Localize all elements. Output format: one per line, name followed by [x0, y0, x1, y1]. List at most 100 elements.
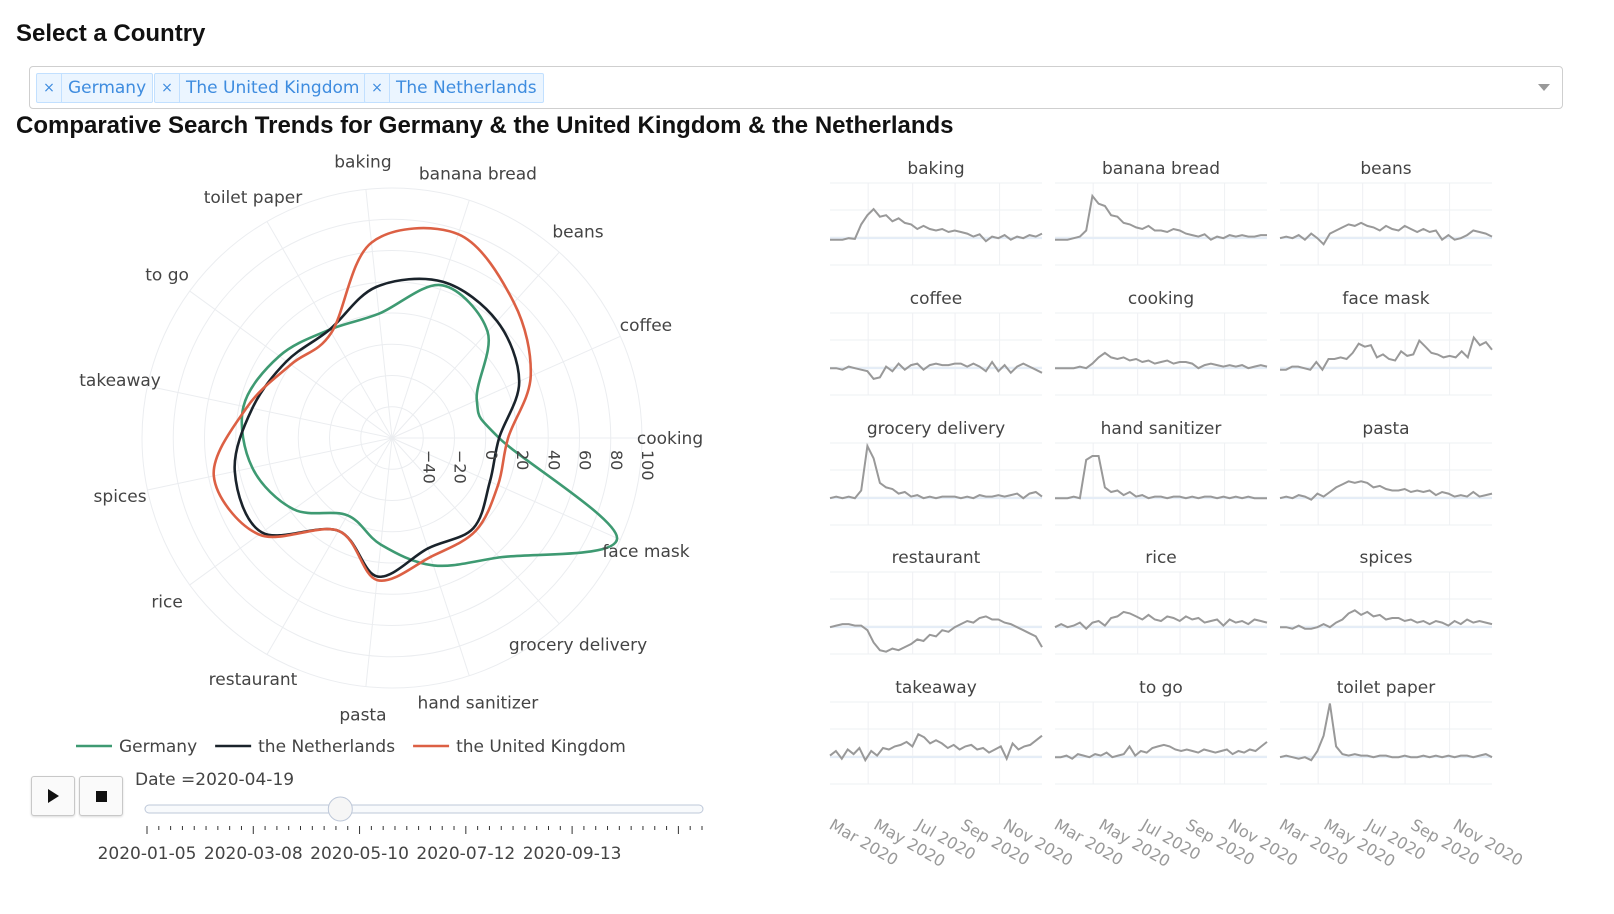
sparkline-panel-face-mask: face mask [1280, 289, 1493, 396]
sparkline-panel-cooking: cooking [1055, 289, 1268, 396]
radar-spoke [266, 437, 393, 655]
sparkline-panel-toilet-paper: toilet paper [1279, 678, 1493, 785]
radar-spoke [365, 437, 393, 687]
sparkline-panel-baking: baking [830, 159, 1043, 266]
radar-series-the-netherlands [233, 277, 521, 578]
sparkline-title: restaurant [892, 548, 981, 568]
sparkline-line [829, 732, 1043, 763]
slider-tick-label: 2020-05-10 [310, 844, 409, 864]
sparkline-title: rice [1145, 548, 1177, 568]
radial-tick-label: 60 [576, 450, 595, 470]
sparkline-line [1055, 351, 1268, 370]
legend-item-the-netherlands[interactable]: the Netherlands [215, 737, 395, 757]
sparkline-panel-rice: rice [1054, 548, 1268, 655]
remove-germany-button[interactable]: × [37, 74, 62, 102]
slider-tick-label: 2020-01-05 [98, 844, 197, 864]
tag-label-united-kingdom: The United Kingdom [186, 78, 360, 98]
radar-spoke [147, 385, 393, 439]
sparkline-line [1279, 480, 1493, 501]
radar-grid [141, 187, 643, 689]
play-icon [47, 789, 59, 803]
radar-category-label: banana bread [419, 165, 537, 185]
legend-item-germany[interactable]: Germany [76, 737, 197, 757]
select-country-title: Select a Country [16, 20, 206, 47]
sparkline-panel-takeaway: takeaway [829, 678, 1043, 785]
legend-label: Germany [119, 737, 197, 757]
slider-track[interactable] [144, 804, 704, 814]
sparkline-title: baking [907, 159, 964, 179]
sparkline-line [1055, 455, 1267, 500]
dropdown-caret-icon[interactable] [1538, 84, 1550, 91]
radar-spoke [391, 251, 560, 439]
sparkline-panel-spices: spices [1280, 548, 1493, 655]
radar-category-label: to go [145, 266, 189, 286]
play-button[interactable] [31, 776, 75, 816]
radar-category-label: restaurant [209, 670, 298, 690]
radar-spoke [391, 200, 470, 439]
sparkline-title: hand sanitizer [1101, 419, 1222, 439]
sparkline-line [1055, 193, 1267, 241]
slider-handle[interactable] [327, 796, 353, 822]
tag-netherlands: × The Netherlands [364, 73, 544, 103]
sparkline-title: banana bread [1102, 159, 1220, 179]
tag-united-kingdom: × The United Kingdom [154, 73, 367, 103]
sparkline-panel-coffee: coffee [830, 289, 1043, 396]
slider-tick-label: 2020-09-13 [523, 844, 622, 864]
radar-category-label: coffee [620, 316, 672, 336]
sparkline-line [1280, 609, 1493, 630]
date-slider[interactable]: 2020-01-05 2020-03-08 2020-05-10 2020-07-12… [0, 790, 790, 875]
radar-category-label: grocery delivery [509, 636, 647, 656]
remove-united-kingdom-button[interactable]: × [155, 74, 180, 102]
sparkline-line [830, 360, 1043, 381]
sparkline-title: pasta [1362, 419, 1409, 439]
sparkline-title: to go [1139, 678, 1183, 698]
radial-tick-label: 20 [513, 450, 532, 470]
sparkline-line [1054, 610, 1268, 631]
radar-category-label: spices [94, 487, 147, 507]
radial-tick-label: −40 [419, 450, 438, 484]
legend-label: the Netherlands [258, 737, 395, 757]
country-select[interactable]: × Germany × The United Kingdom × The Net… [29, 66, 1563, 109]
sparkline-panel-grocery-delivery: grocery delivery [829, 419, 1043, 526]
sparkline-line [830, 207, 1043, 243]
radial-tick-label: 100 [638, 450, 657, 481]
radial-tick-label: 40 [544, 450, 563, 470]
radar-spoke [391, 437, 621, 541]
radar-category-label: toilet paper [204, 188, 303, 208]
tag-label-netherlands: The Netherlands [396, 78, 537, 98]
sparkline-title: toilet paper [1337, 678, 1436, 698]
sparkline-title: beans [1360, 159, 1411, 179]
legend-item-the-united-kingdom[interactable]: the United Kingdom [413, 737, 626, 757]
sparkline-line [1279, 221, 1493, 246]
radar-spoke [147, 437, 393, 491]
sparkline-title: cooking [1128, 289, 1194, 309]
slider-current-label: Date =2020-04-19 [135, 770, 295, 790]
radial-tick-label: 80 [607, 450, 626, 470]
sparkline-panel-pasta: pasta [1279, 419, 1493, 526]
radar-category-label: takeaway [79, 371, 161, 391]
sparkline-grid: baking banana bread beans coffee cooking face… [826, 159, 1526, 871]
radar-legend: Germany the Netherlands the United Kingdom [76, 737, 626, 757]
stop-icon [95, 790, 107, 802]
slider-tick-label: 2020-03-08 [204, 844, 303, 864]
radar-spoke [189, 437, 393, 586]
stop-button[interactable] [79, 776, 123, 816]
radar-category-label: hand sanitizer [418, 693, 539, 713]
sparkline-title: face mask [1342, 289, 1429, 309]
sparkline-panel-hand-sanitizer: hand sanitizer [1055, 419, 1267, 526]
radar-category-label: rice [151, 592, 183, 612]
radar-category-label: beans [552, 222, 603, 242]
sparkline-panel-banana-bread: banana bread [1055, 159, 1267, 266]
radar-category-label: face mask [602, 542, 689, 562]
chart-title: Comparative Search Trends for Germany & … [16, 112, 954, 139]
slider-tick-label: 2020-07-12 [416, 844, 515, 864]
sparkline-title: takeaway [895, 678, 977, 698]
radar-category-label: pasta [339, 705, 386, 725]
sparkline-title: coffee [910, 289, 962, 309]
sparkline-panel-beans: beans [1279, 159, 1493, 266]
radial-tick-label: −20 [451, 450, 470, 484]
remove-netherlands-button[interactable]: × [365, 74, 390, 102]
radar-series-the-united-kingdom [212, 226, 533, 582]
radar-series-germany [240, 283, 619, 568]
